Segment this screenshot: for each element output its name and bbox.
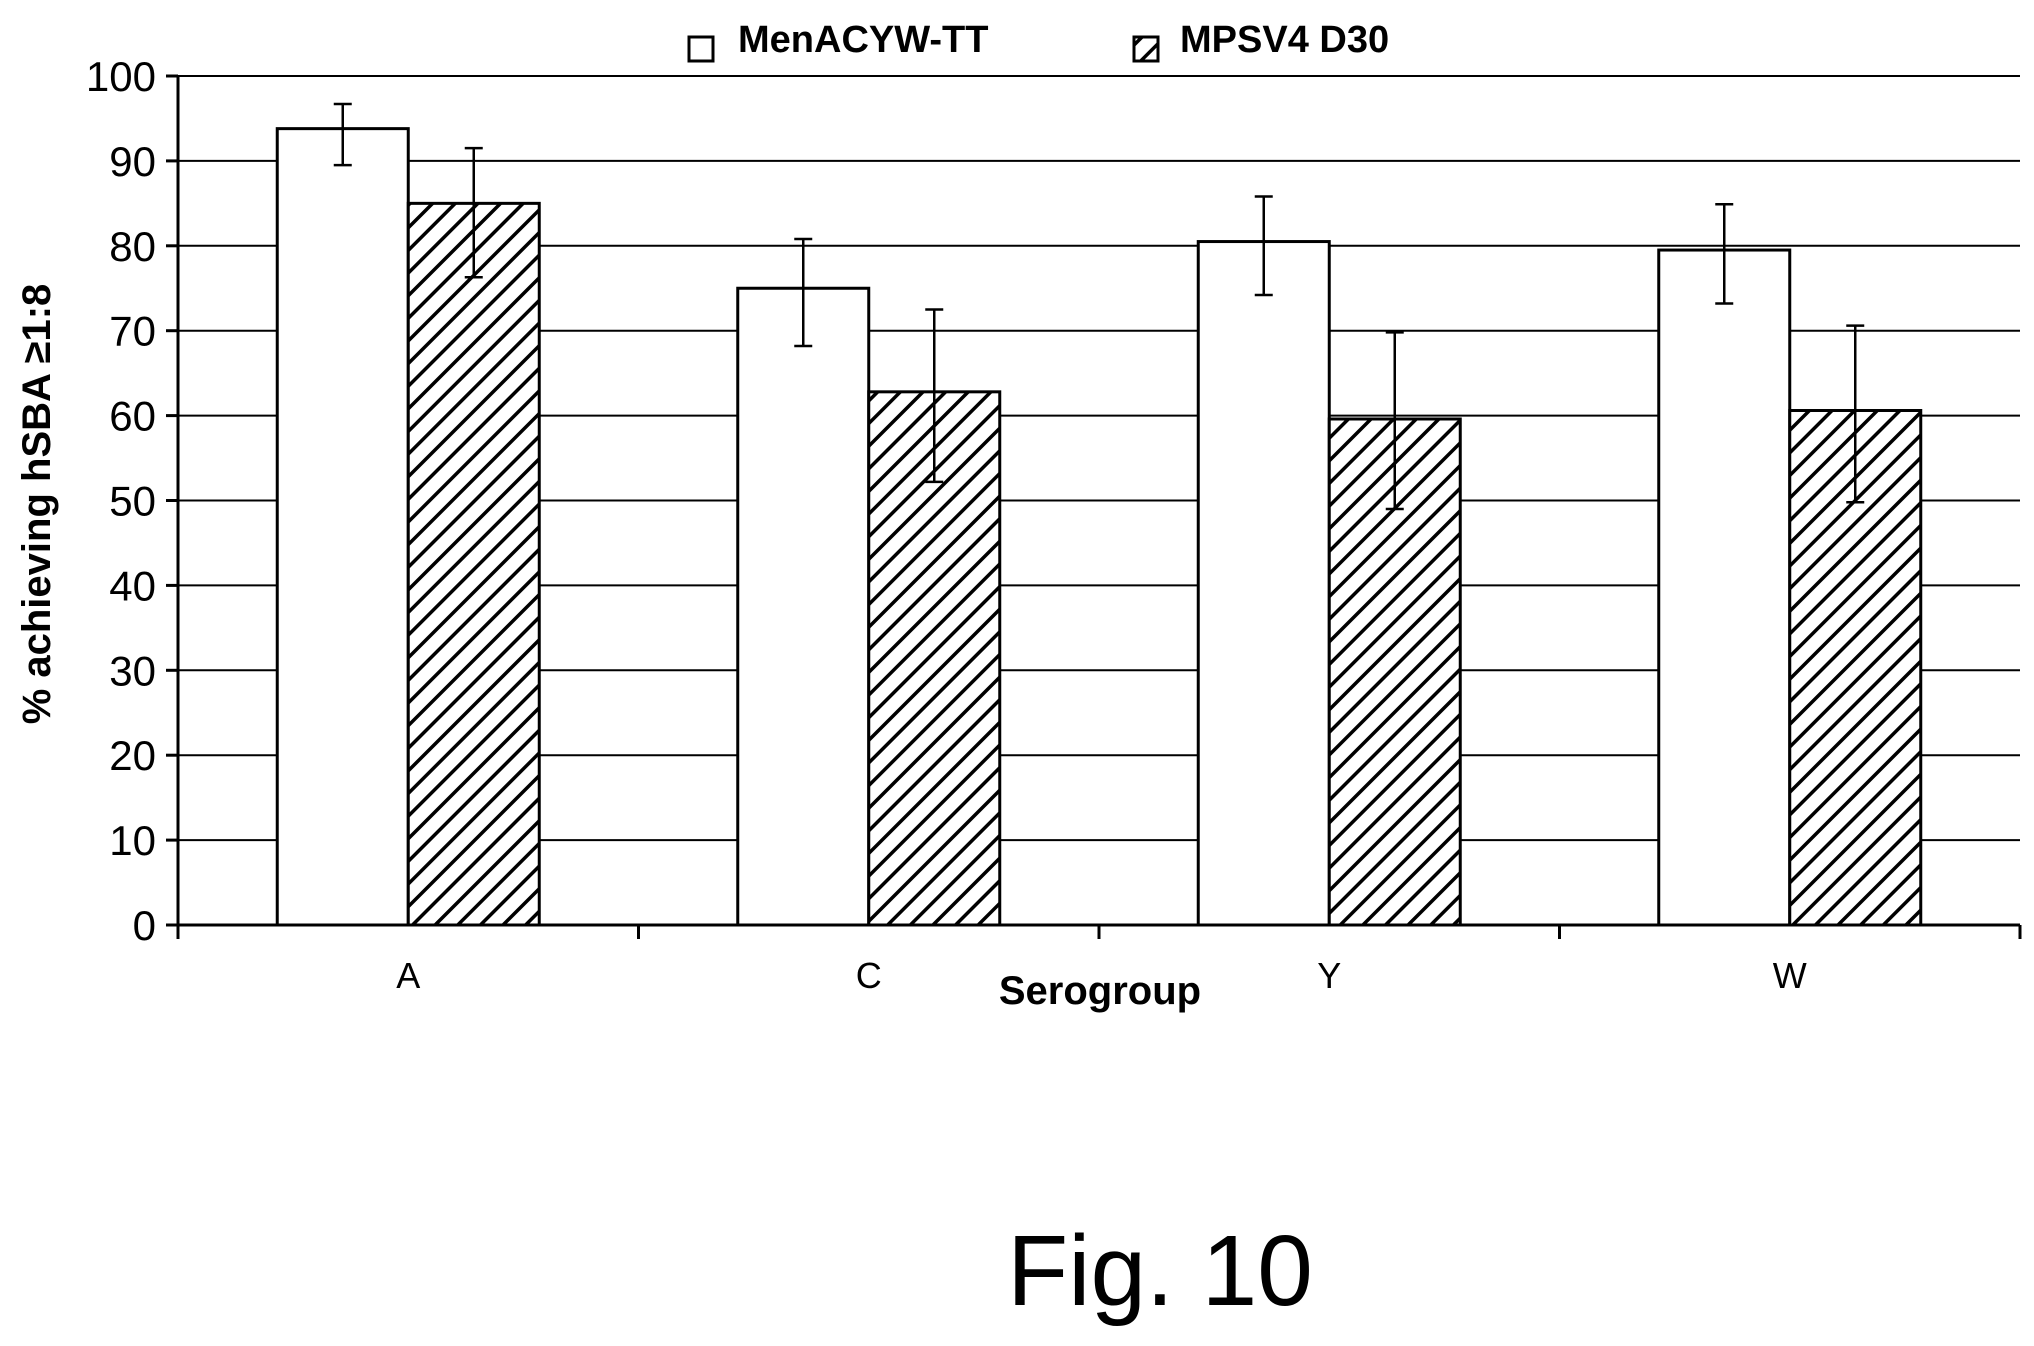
bar-mpsv4-d30-a (406, 201, 541, 927)
y-tick-label: 10 (109, 817, 156, 864)
y-tick-label: 100 (86, 53, 156, 100)
bar-mpsv4-d30-c (867, 390, 1002, 927)
legend-swatch-mpsv4-d30 (1132, 35, 1160, 63)
figure-caption: Fig. 10 (1007, 1215, 1313, 1327)
x-category-label: C (856, 955, 882, 996)
y-tick-label: 40 (109, 562, 156, 609)
y-tick-label: 20 (109, 732, 156, 779)
y-tick-label: 0 (133, 902, 156, 949)
legend-label-menacyw-tt: MenACYW-TT (738, 19, 988, 61)
y-tick-label: 90 (109, 138, 156, 185)
error-bars (333, 102, 1865, 511)
x-axis-title: Serogroup (999, 969, 1201, 1013)
y-tick-label: 70 (109, 308, 156, 355)
bar-menacyw-tt-c (736, 286, 871, 927)
y-tick-label: 30 (109, 647, 156, 694)
axes (176, 76, 2022, 939)
legend: MenACYW-TT MPSV4 D30 (687, 19, 1389, 63)
y-axis-ticks: 0 10 20 30 40 50 60 70 80 90 100 (86, 53, 178, 949)
x-category-label: A (396, 955, 420, 996)
x-category-label: W (1773, 955, 1807, 996)
bar-menacyw-tt-a (275, 127, 410, 927)
bar-menacyw-tt-y (1196, 240, 1331, 927)
legend-label-mpsv4-d30: MPSV4 D30 (1180, 19, 1389, 61)
y-axis-title: % achieving hSBA ≥1:8 (15, 284, 59, 725)
y-tick-label: 50 (109, 478, 156, 525)
y-tick-label: 60 (109, 393, 156, 440)
x-category-label: Y (1317, 955, 1341, 996)
y-tick-label: 80 (109, 223, 156, 270)
bars (275, 127, 1923, 927)
legend-swatch-menacyw-tt (687, 35, 715, 63)
bar-menacyw-tt-w (1657, 248, 1792, 927)
